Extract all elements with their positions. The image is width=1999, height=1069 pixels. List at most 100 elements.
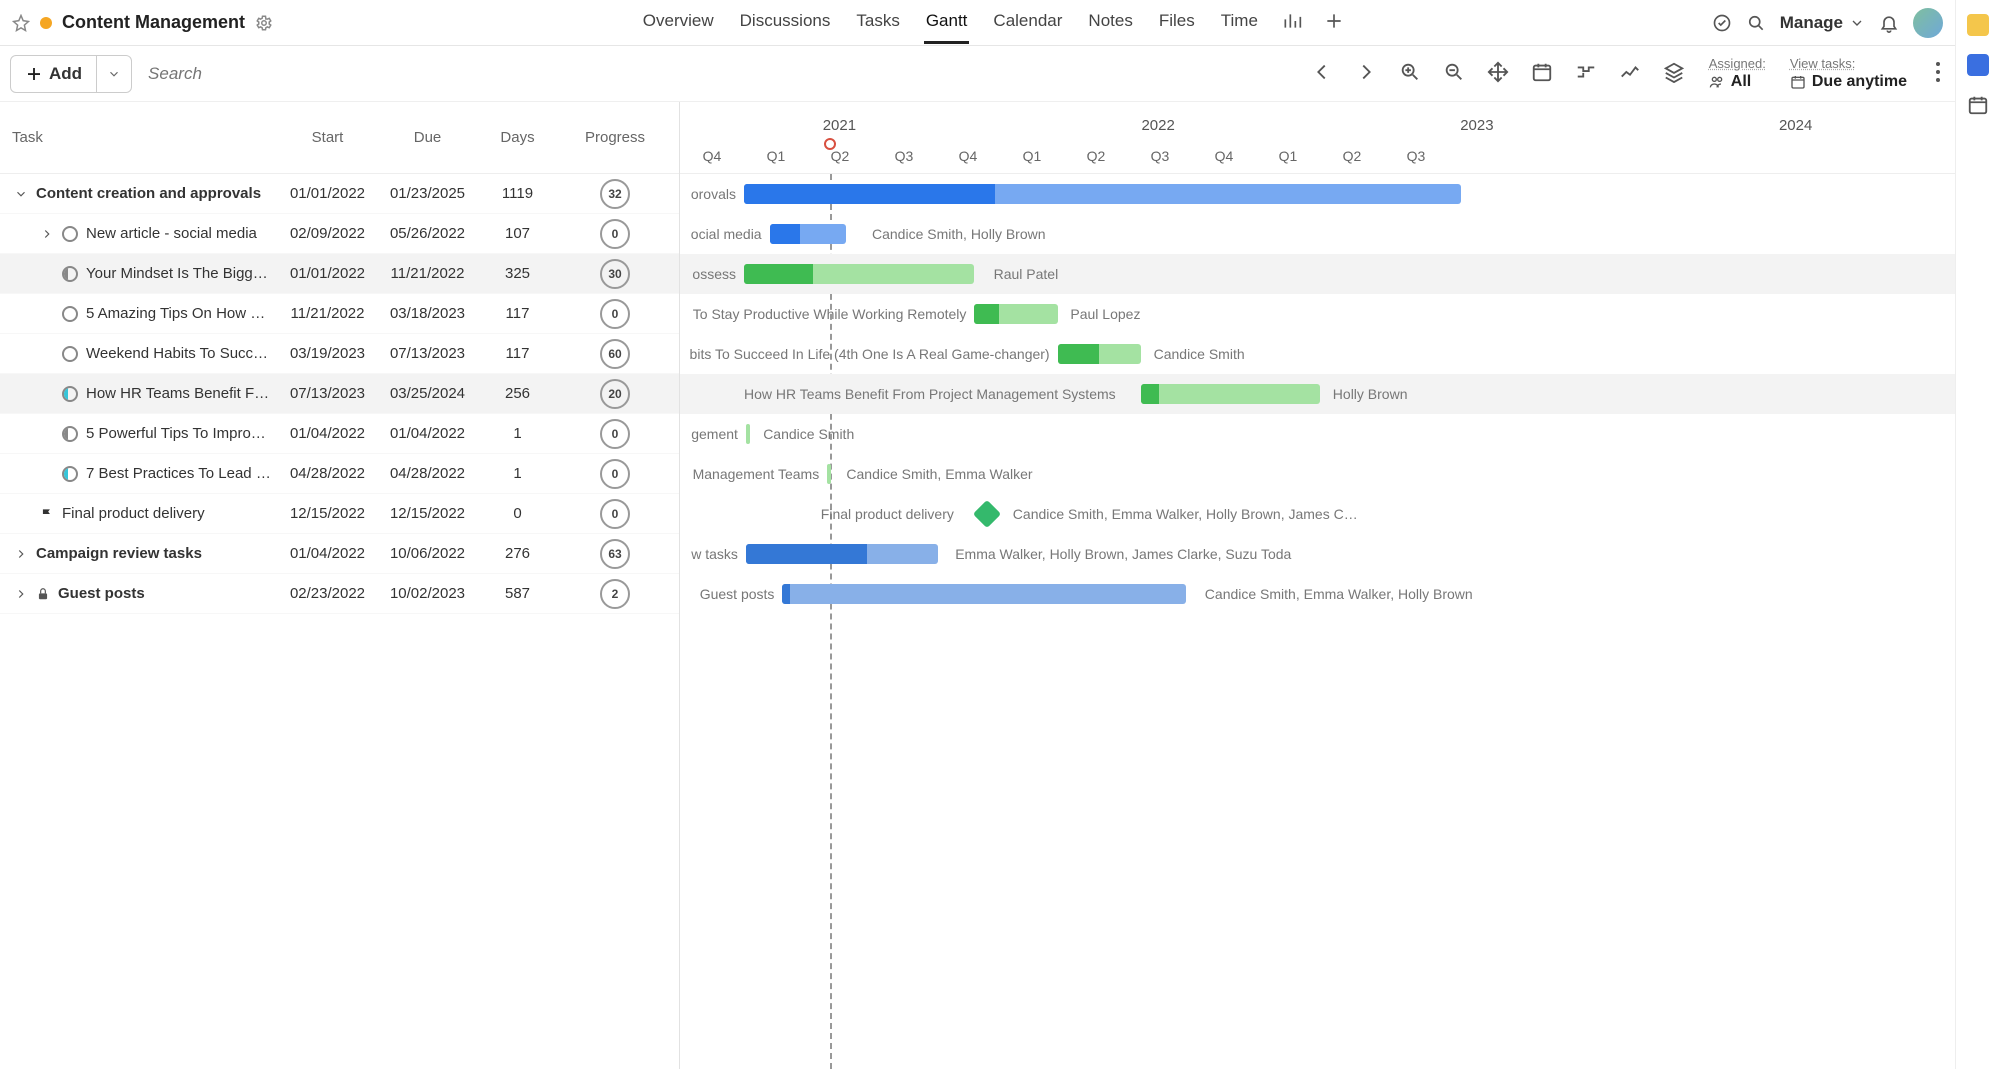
add-view-icon[interactable]: [1324, 11, 1344, 31]
chevron-right-icon[interactable]: [14, 587, 28, 601]
star-icon[interactable]: [12, 14, 30, 32]
status-icon[interactable]: [62, 346, 78, 362]
gantt-row[interactable]: ocial media Candice Smith, Holly Brown: [680, 214, 1955, 254]
cell-due: 03/25/2024: [380, 385, 475, 402]
chevron-down-icon: [1849, 15, 1865, 31]
gantt-bar[interactable]: [1058, 344, 1141, 364]
gantt-bar[interactable]: [746, 424, 750, 444]
gantt-bar[interactable]: [744, 184, 1461, 204]
status-icon[interactable]: [62, 306, 78, 322]
bell-icon[interactable]: [1879, 13, 1899, 33]
table-row[interactable]: Campaign review tasks01/04/202210/06/202…: [0, 534, 679, 574]
chevron-right-icon[interactable]: [14, 547, 28, 561]
manage-menu[interactable]: Manage: [1780, 13, 1865, 33]
search-input[interactable]: [142, 58, 402, 90]
top-bar: Content Management OverviewDiscussionsTa…: [0, 0, 1955, 46]
table-row[interactable]: Weekend Habits To Succ…03/19/202307/13/2…: [0, 334, 679, 374]
nav-time[interactable]: Time: [1219, 1, 1260, 44]
gantt-bar[interactable]: [827, 464, 831, 484]
table-row[interactable]: Your Mindset Is The Bigg…01/01/202211/21…: [0, 254, 679, 294]
status-icon[interactable]: [62, 466, 78, 482]
add-dropdown[interactable]: [97, 56, 131, 92]
zoom-in-button[interactable]: [1393, 55, 1427, 92]
search-icon[interactable]: [1746, 13, 1766, 33]
header-due[interactable]: Due: [380, 129, 475, 146]
assigned-filter[interactable]: Assigned: All: [1709, 56, 1766, 91]
today-marker: [824, 138, 836, 150]
chevron-left-icon: [1311, 61, 1333, 83]
status-icon[interactable]: [62, 226, 78, 242]
gantt-bar[interactable]: [1141, 384, 1320, 404]
gantt-row[interactable]: Final product deliveryCandice Smith, Emm…: [680, 494, 1955, 534]
nav-discussions[interactable]: Discussions: [738, 1, 833, 44]
gantt-row[interactable]: bits To Succeed In Life (4th One Is A Re…: [680, 334, 1955, 374]
header-progress[interactable]: Progress: [560, 129, 670, 146]
avatar[interactable]: [1913, 8, 1943, 38]
gantt-row[interactable]: To Stay Productive While Working Remotel…: [680, 294, 1955, 334]
milestone-diamond[interactable]: [973, 500, 1001, 528]
table-row[interactable]: How HR Teams Benefit F…07/13/202303/25/2…: [0, 374, 679, 414]
gantt-row[interactable]: Guest postsCandice Smith, Emma Walker, H…: [680, 574, 1955, 614]
cell-start: 03/19/2023: [275, 345, 380, 362]
baseline-button[interactable]: [1613, 55, 1647, 92]
gantt-bar[interactable]: [746, 544, 938, 564]
assignees-label: Candice Smith, Holly Brown: [872, 226, 1046, 242]
more-menu[interactable]: [1931, 57, 1945, 90]
add-button[interactable]: Add: [11, 56, 97, 92]
today-button[interactable]: [1525, 55, 1559, 92]
gantt-row[interactable]: w tasksEmma Walker, Holly Brown, James C…: [680, 534, 1955, 574]
zoom-out-icon: [1443, 61, 1465, 83]
nav-files[interactable]: Files: [1157, 1, 1197, 44]
cell-start: 01/04/2022: [275, 425, 380, 442]
dependency-icon: [1575, 61, 1597, 83]
nav-gantt[interactable]: Gantt: [924, 1, 970, 44]
nav-calendar[interactable]: Calendar: [991, 1, 1064, 44]
assignees-label: Raul Patel: [994, 266, 1059, 282]
header-task[interactable]: Task: [0, 129, 275, 146]
assignees-label: Paul Lopez: [1070, 306, 1140, 322]
gantt-row[interactable]: orovals: [680, 174, 1955, 214]
layers-button[interactable]: [1657, 55, 1691, 92]
table-row[interactable]: Guest posts02/23/202210/02/20235872: [0, 574, 679, 614]
rail-calendar-icon[interactable]: [1967, 94, 1989, 116]
bar-label: ocial media: [691, 226, 762, 242]
status-icon[interactable]: [62, 266, 78, 282]
nav-overview[interactable]: Overview: [641, 1, 716, 44]
cell-due: 10/06/2022: [380, 545, 475, 562]
zoom-out-button[interactable]: [1437, 55, 1471, 92]
gantt-body[interactable]: orovals ocial media Candice Smith, Holly B…: [680, 174, 1955, 1069]
chevron-down-icon[interactable]: [14, 187, 28, 201]
table-row[interactable]: 7 Best Practices To Lead …04/28/202204/2…: [0, 454, 679, 494]
gantt-row[interactable]: gementCandice Smith: [680, 414, 1955, 454]
gantt-row[interactable]: How HR Teams Benefit From Project Manage…: [680, 374, 1955, 414]
fit-button[interactable]: [1481, 55, 1515, 92]
viewtasks-filter[interactable]: View tasks: Due anytime: [1790, 56, 1907, 91]
header-days[interactable]: Days: [475, 129, 560, 146]
table-row[interactable]: Final product delivery12/15/202212/15/20…: [0, 494, 679, 534]
status-icon[interactable]: [62, 426, 78, 442]
table-row[interactable]: New article - social media02/09/202205/2…: [0, 214, 679, 254]
header-start[interactable]: Start: [275, 129, 380, 146]
gear-icon[interactable]: [255, 14, 273, 32]
gantt-row[interactable]: ossessRaul Patel: [680, 254, 1955, 294]
table-row[interactable]: 5 Powerful Tips To Impro…01/04/202201/04…: [0, 414, 679, 454]
gantt-bar[interactable]: [974, 304, 1057, 324]
rail-notes[interactable]: [1967, 14, 1989, 36]
bar-label: To Stay Productive While Working Remotel…: [693, 306, 967, 322]
rail-bookmarks[interactable]: [1967, 54, 1989, 76]
next-button[interactable]: [1349, 55, 1383, 92]
gantt-bar[interactable]: [744, 264, 974, 284]
table-row[interactable]: 5 Amazing Tips On How …11/21/202203/18/2…: [0, 294, 679, 334]
nav-notes[interactable]: Notes: [1086, 1, 1134, 44]
gantt-row[interactable]: Management TeamsCandice Smith, Emma Walk…: [680, 454, 1955, 494]
status-icon[interactable]: [62, 386, 78, 402]
clock-check-icon[interactable]: [1712, 13, 1732, 33]
gantt-bar[interactable]: [782, 584, 1185, 604]
chart-icon[interactable]: [1282, 11, 1302, 31]
table-row[interactable]: Content creation and approvals01/01/2022…: [0, 174, 679, 214]
prev-button[interactable]: [1305, 55, 1339, 92]
chevron-right-icon[interactable]: [40, 227, 54, 241]
gantt-bar[interactable]: [770, 224, 847, 244]
dependencies-button[interactable]: [1569, 55, 1603, 92]
nav-tasks[interactable]: Tasks: [854, 1, 901, 44]
